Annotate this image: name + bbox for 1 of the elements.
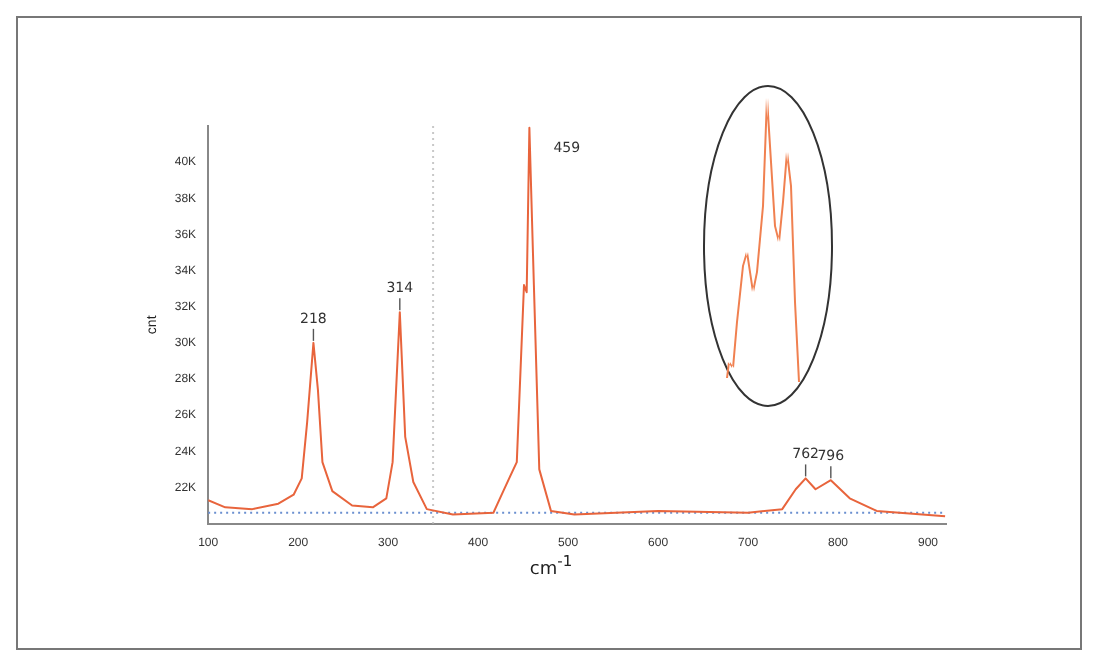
x-axis-title: cm$^{-1}$ [527, 552, 575, 580]
